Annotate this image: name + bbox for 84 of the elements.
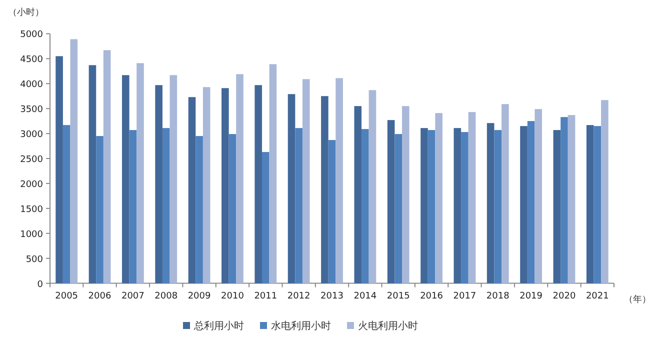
bar: [402, 106, 410, 284]
bar: [520, 126, 528, 284]
bar: [321, 96, 328, 284]
bar: [70, 39, 78, 284]
x-tick-label: 2018: [486, 291, 510, 302]
bar: [302, 79, 310, 284]
x-tick-label: 2007: [121, 291, 144, 302]
y-tick-label: 3500: [20, 105, 44, 116]
y-tick-label: 500: [26, 254, 44, 265]
y-tick-label: 4000: [20, 80, 44, 90]
bar: [368, 90, 376, 284]
bar: [601, 100, 608, 284]
bar: [62, 125, 70, 284]
x-tick-label: 2016: [420, 291, 444, 302]
y-tick-label: 3000: [20, 130, 44, 140]
bar: [394, 134, 402, 284]
bar: [486, 123, 494, 284]
bar: [428, 130, 436, 284]
bar: [254, 85, 262, 284]
x-tick-label: 2005: [55, 291, 78, 302]
bar: [295, 128, 302, 284]
bar: [336, 78, 343, 284]
bar: [502, 104, 509, 284]
bar: [262, 152, 270, 284]
bar: [435, 113, 442, 284]
x-tick-label: 2008: [154, 291, 178, 302]
bar: [103, 50, 111, 284]
bar: [560, 117, 568, 284]
bar: [222, 88, 229, 284]
bar: [328, 140, 336, 284]
bar: [534, 109, 542, 284]
bar: [236, 74, 244, 284]
x-tick-label: 2006: [88, 291, 112, 302]
bar: [129, 130, 137, 284]
x-tick-label: 2013: [320, 291, 344, 302]
y-tick-label: 1500: [20, 204, 44, 215]
bar: [228, 134, 236, 284]
x-tick-label: 2012: [287, 291, 310, 302]
bar: [88, 65, 96, 284]
y-tick-label: 5000: [20, 30, 44, 40]
x-tick-label: 2021: [586, 291, 609, 302]
bar: [188, 97, 196, 284]
bar: [527, 121, 535, 284]
bar: [136, 63, 144, 284]
legend-label: 火电利用小时: [358, 320, 418, 332]
bar: [553, 130, 561, 284]
bar: [122, 75, 130, 284]
y-tick-label: 0: [37, 280, 44, 290]
legend-label: 总利用小时: [193, 320, 244, 332]
y-tick-label: 4500: [20, 55, 44, 66]
x-tick-label: 2009: [188, 291, 212, 302]
x-tick-label: 2014: [354, 291, 377, 302]
bar: [362, 129, 369, 284]
legend-label: 水电利用小时: [271, 320, 331, 332]
bar: [594, 126, 602, 284]
bar: [56, 56, 63, 284]
y-tick-label: 2000: [20, 180, 44, 190]
y-tick-label: 1000: [20, 230, 44, 240]
y-axis-title: （小时）: [8, 7, 44, 18]
y-tick-label: 2500: [20, 155, 44, 165]
bar: [202, 87, 210, 284]
bar: [269, 64, 277, 284]
bar: [468, 112, 476, 284]
bar: [354, 106, 362, 284]
bar: [454, 128, 462, 284]
x-tick-label: 2011: [254, 291, 278, 302]
bar: [170, 75, 178, 284]
x-tick-label: 2019: [520, 291, 543, 302]
bar: [155, 85, 162, 284]
bar: [568, 115, 576, 284]
bar: [162, 128, 170, 284]
x-tick-label: 2020: [552, 291, 576, 302]
bar: [96, 136, 104, 284]
bar: [420, 128, 428, 284]
bar: [586, 125, 594, 284]
x-tick-label: 2017: [453, 291, 476, 302]
x-tick-label: 2010: [221, 291, 244, 302]
bar: [494, 130, 502, 284]
bar: [288, 94, 296, 284]
x-axis-title: （年）: [624, 294, 651, 305]
bar: [387, 120, 395, 284]
x-tick-label: 2015: [386, 291, 410, 302]
bar: [196, 136, 203, 284]
bar: [461, 132, 468, 284]
